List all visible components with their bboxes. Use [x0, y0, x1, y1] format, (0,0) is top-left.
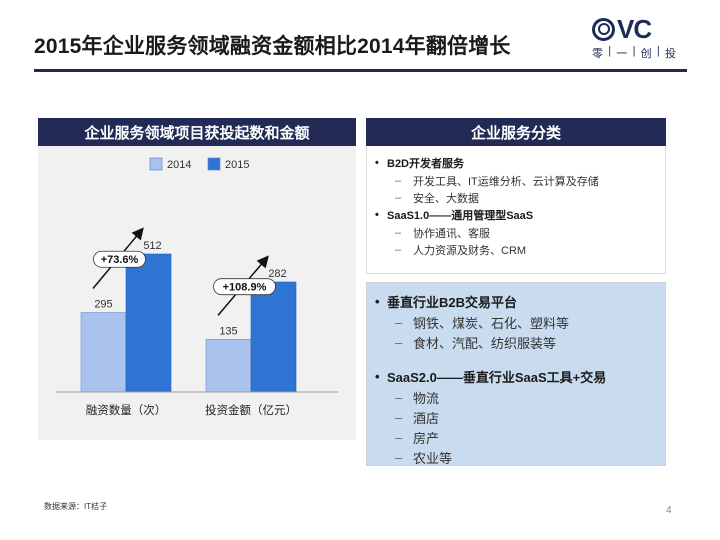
chart-panel: 2014 2015 295 512 融资数量（次） 135 282 投资金额（亿元） +73.6…: [38, 146, 356, 440]
logo-sub-separator: |: [608, 45, 612, 57]
subcategory-item: – 酒店: [375, 407, 665, 427]
bar: [250, 281, 297, 393]
subcategory-item: – 房产: [375, 427, 665, 447]
dash-icon: –: [395, 243, 402, 256]
logo-text: VC: [617, 14, 652, 44]
bullet-dot-icon: •: [375, 157, 379, 169]
dash-icon: –: [395, 191, 402, 204]
title-divider: [34, 69, 687, 72]
growth-badge: [213, 278, 276, 296]
dash-icon: –: [395, 314, 403, 330]
source-footnote: 数据来源：IT桔子: [44, 502, 108, 511]
general-services-box: • B2D开发者服务 – 开发工具、IT运维分析、云计算及存储 – 安全、大数据 • S…: [366, 146, 666, 274]
dash-icon: –: [395, 389, 403, 405]
logo-sub-separator: |: [656, 45, 660, 57]
dash-icon: –: [395, 174, 402, 187]
slide-title: 2015年企业服务领域融资金额相比2014年翻倍增长: [34, 35, 511, 58]
category-item: • B2D开发者服务: [375, 157, 465, 170]
x-axis-category-label: 融资数量（次）: [86, 403, 167, 417]
growth-percentage-label: +108.9%: [223, 282, 267, 294]
subcategory-item: – 钢铁、煤炭、石化、塑料等: [375, 312, 665, 332]
bar-value-label: 295: [94, 298, 112, 310]
category-item: • SaaS1.0——通用管理型SaaS: [375, 209, 534, 222]
dash-icon: –: [395, 334, 403, 350]
bar: [125, 253, 172, 393]
subcategory-item: – 开发工具、IT运维分析、云计算及存储: [375, 172, 665, 189]
logo-sub-char: 创: [640, 48, 652, 60]
vertical-services-box: • 垂直行业B2B交易平台 – 钢铁、煤炭、石化、塑料等 – 食材、汽配、纺织服装等 …: [366, 282, 666, 466]
subcategory-item: – 农业等: [375, 447, 665, 467]
logo-sub-separator: |: [632, 45, 636, 57]
dash-icon: –: [395, 429, 403, 445]
brand-logo: VC 零 | 一 | 创 | 投: [592, 16, 682, 60]
logo-sub-char: 零: [592, 48, 603, 60]
bullet-dot-icon: •: [375, 209, 379, 221]
growth-percentage-label: +73.6%: [101, 254, 139, 266]
subcategory-item: – 协作通讯、客服: [375, 224, 665, 241]
x-axis-category-label: 投资金额（亿元）: [205, 403, 297, 417]
bar: [205, 339, 252, 393]
subcategory-item: – 安全、大数据: [375, 189, 665, 206]
logo-sub-char: 投: [664, 48, 676, 60]
dash-icon: –: [395, 226, 402, 239]
dash-icon: –: [395, 409, 403, 425]
bar-value-label: 512: [143, 240, 161, 252]
bar-chart: 2014 2015 295 512 融资数量（次） 135 282 投资金额（亿元） +73.6…: [56, 157, 338, 417]
subcategory-item: – 物流: [375, 387, 665, 407]
subcategory-item: – 食材、汽配、纺织服装等: [375, 332, 665, 352]
dash-icon: –: [395, 449, 403, 465]
page-number: 4: [666, 505, 672, 516]
growth-badge: [93, 250, 146, 268]
bar-value-label: 282: [268, 268, 286, 280]
subcategory-item: – 人力资源及财务、CRM: [375, 241, 665, 258]
legend-swatch: [149, 157, 163, 171]
logo-sub-char: 一: [616, 48, 628, 60]
chart-panel-header: 企业服务领域项目获投起数和金额: [38, 118, 356, 146]
category-item: • SaaS2.0——垂直行业SaaS工具+交易: [375, 369, 607, 385]
category-item: • 垂直行业B2B交易平台: [375, 294, 518, 310]
legend-swatch: [207, 157, 221, 171]
category-panel-header: 企业服务分类: [366, 118, 666, 146]
bar: [80, 312, 127, 393]
bullet-dot-icon: •: [375, 369, 380, 384]
legend-label: 2015: [225, 159, 249, 171]
bar-value-label: 135: [219, 325, 237, 337]
logo-zero-ring-icon: [592, 17, 615, 41]
bullet-dot-icon: •: [375, 294, 380, 309]
legend-label: 2014: [167, 159, 191, 171]
logo-subtitle: 零 | 一 | 创 | 投: [592, 45, 676, 61]
